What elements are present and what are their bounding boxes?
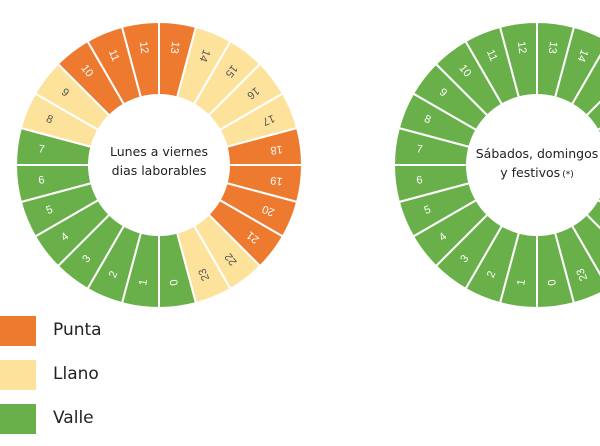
weekday-hour-label-13: 13 xyxy=(168,41,181,55)
weekend-center-line-2: y festivos (*) xyxy=(500,165,573,180)
weekday-hour-label-22: 22 xyxy=(223,251,240,268)
weekday-hour-label-7: 7 xyxy=(38,143,46,156)
weekday-hour-label-10: 10 xyxy=(78,62,95,79)
weekday-hour-label-11: 11 xyxy=(106,48,121,63)
weekend-segment-hour-17 xyxy=(596,127,600,137)
weekday-hour-label-15: 15 xyxy=(223,62,240,79)
legend: Punta Llano Valle xyxy=(0,314,200,446)
weekend-hour-label-10: 10 xyxy=(456,62,473,79)
legend-item-llano: Llano xyxy=(0,358,200,402)
legend-item-punta: Punta xyxy=(0,314,200,358)
weekday-hour-label-23: 23 xyxy=(196,267,212,283)
weekday-hour-label-19: 19 xyxy=(270,174,284,187)
legend-label-valle: Valle xyxy=(53,408,94,428)
weekend-hour-label-12: 12 xyxy=(515,41,528,55)
weekend-segment-hour-23 xyxy=(553,224,600,305)
legend-label-llano: Llano xyxy=(53,364,99,384)
legend-swatch-punta xyxy=(0,316,36,346)
weekend-hour-label-2: 2 xyxy=(485,269,498,279)
weekday-hour-label-18: 18 xyxy=(270,143,284,156)
weekday-hour-label-1: 1 xyxy=(137,279,150,287)
weekend-hour-label-1: 1 xyxy=(515,279,528,287)
weekday-center-line-2-text: dias laborables xyxy=(112,163,207,178)
weekend-hour-label-23: 23 xyxy=(574,267,590,283)
weekday-hour-label-0: 0 xyxy=(168,279,181,287)
weekday-hour-label-5: 5 xyxy=(44,204,54,217)
weekend-center-line-1: Sábados, domingos xyxy=(476,146,598,161)
weekend-center-note: (*) xyxy=(562,170,574,180)
legend-item-valle: Valle xyxy=(0,402,200,446)
weekday-hour-label-6: 6 xyxy=(38,174,46,187)
weekday-hour-label-16: 16 xyxy=(245,84,262,101)
weekday-hour-label-17: 17 xyxy=(261,112,277,128)
weekend-hour-label-13: 13 xyxy=(546,41,559,55)
legend-swatch-valle xyxy=(0,404,36,434)
weekend-hour-label-7: 7 xyxy=(416,143,424,156)
weekday-hour-label-8: 8 xyxy=(44,113,54,126)
weekday-segment-hour-23 xyxy=(175,224,232,305)
weekday-hour-label-20: 20 xyxy=(261,202,277,218)
legend-swatch-llano xyxy=(0,360,36,390)
weekend-hour-label-0: 0 xyxy=(546,279,559,287)
weekday-center-line-2: dias laborables xyxy=(112,163,207,178)
weekday-hour-label-14: 14 xyxy=(196,48,212,64)
weekend-hour-label-6: 6 xyxy=(416,174,424,187)
weekday-hour-label-21: 21 xyxy=(245,229,262,246)
legend-label-punta: Punta xyxy=(53,320,102,340)
weekend-hour-label-14: 14 xyxy=(574,48,590,64)
weekend-hour-label-11: 11 xyxy=(484,48,499,63)
weekend-hour-label-8: 8 xyxy=(422,113,432,126)
weekday-hour-label-12: 12 xyxy=(137,41,150,55)
weekday-hour-label-2: 2 xyxy=(107,269,120,279)
weekend-hour-label-5: 5 xyxy=(422,204,432,217)
weekend-center-line-2-text: y festivos xyxy=(500,165,560,180)
weekday-center-line-1: Lunes a viernes xyxy=(110,144,208,159)
